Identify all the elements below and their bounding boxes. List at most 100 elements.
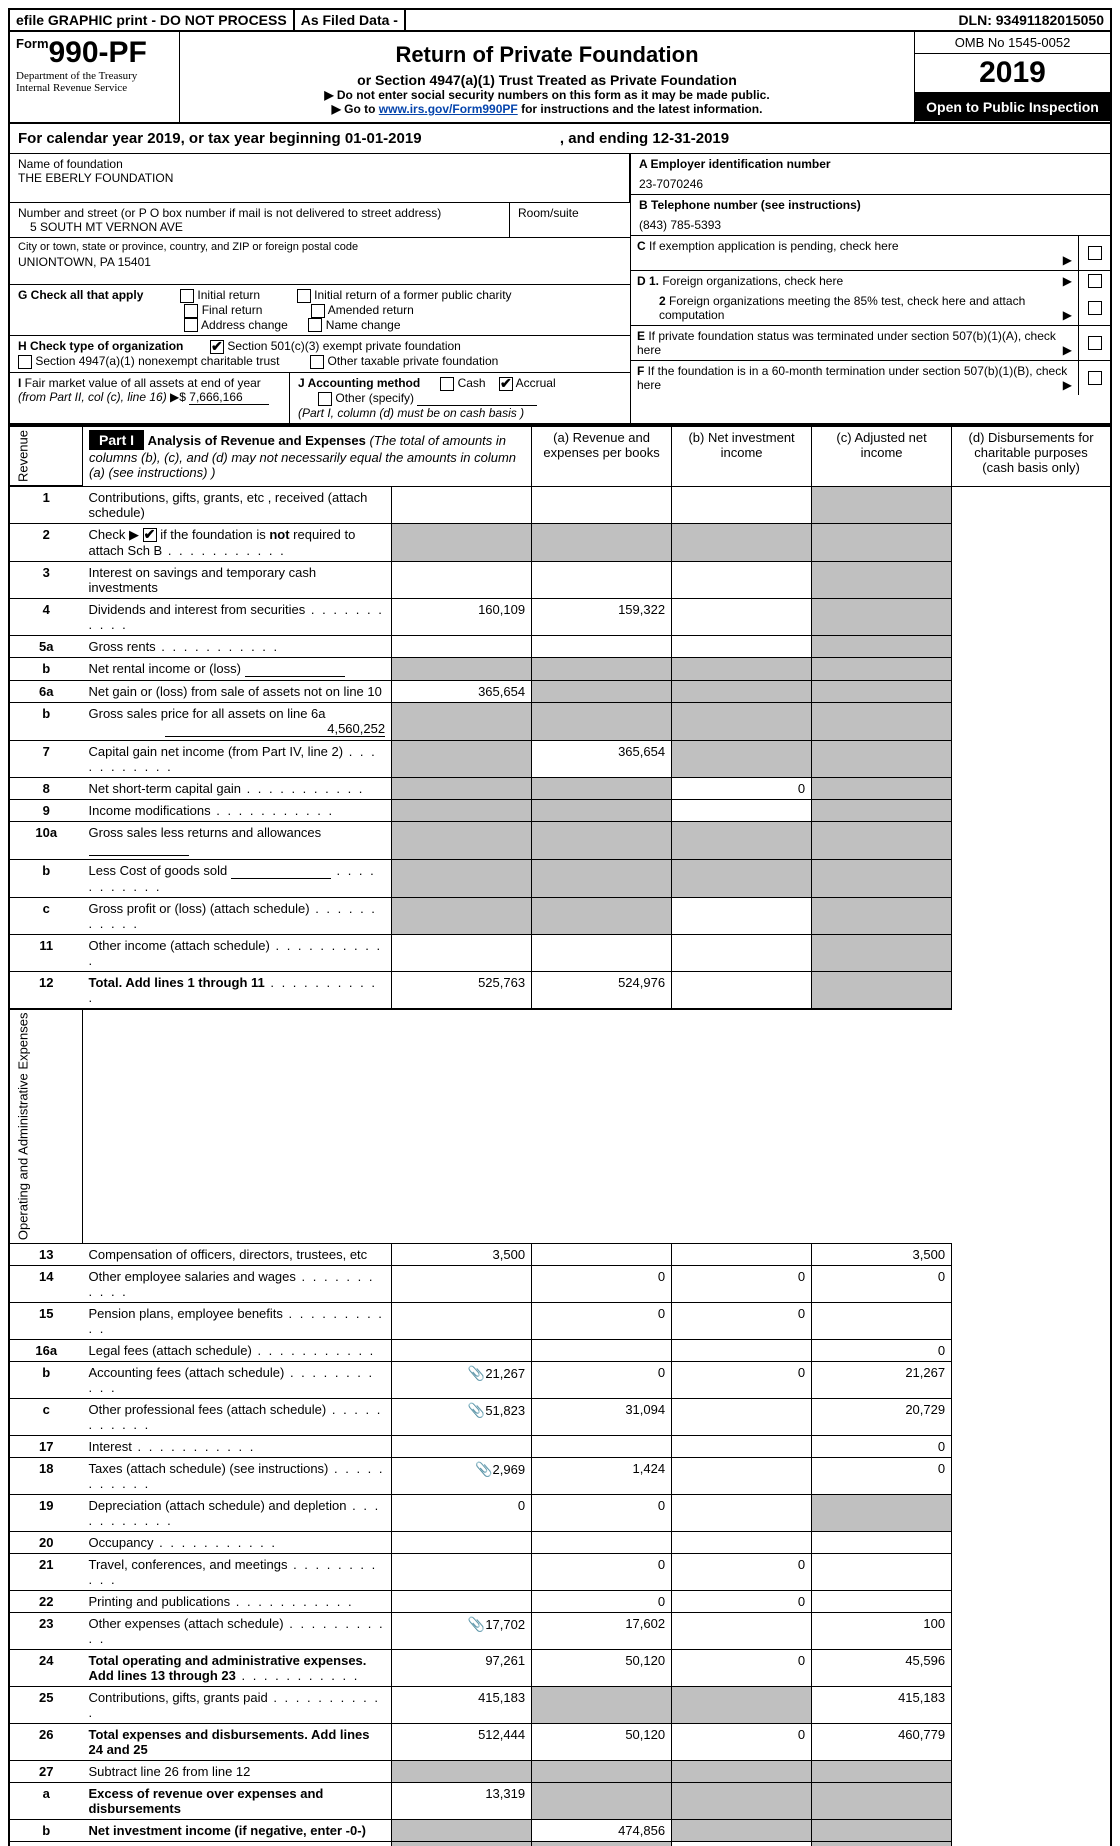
line-desc: Travel, conferences, and meetings [83,1554,392,1591]
dln-number: DLN: 93491182015050 [952,10,1110,30]
amount-cell: 365,654 [532,740,672,777]
line-num: b [9,859,83,897]
address-label: Number and street (or P O box number if … [18,206,501,220]
amount-cell: 0 [812,1266,952,1303]
amount-cell [392,799,532,821]
city-label: City or town, state or province, country… [18,241,622,253]
amount-cell [532,934,672,971]
line-num: a [9,1783,83,1820]
section-i: I Fair market value of all assets at end… [10,373,290,423]
amount-cell: 525,763 [392,971,532,1009]
foreign-org-checkbox[interactable] [1088,274,1102,288]
amount-cell [672,740,812,777]
attachment-icon[interactable]: 📎 [475,1461,493,1478]
section-g: G Check all that apply Initial return In… [10,285,630,336]
amount-cell [392,702,532,740]
tax-year: 2019 [915,54,1110,93]
amount-cell [672,1613,812,1650]
line-num: 13 [9,1244,83,1266]
amount-cell [672,598,812,635]
exemption-pending-checkbox[interactable] [1088,246,1102,260]
form-title: Return of Private Foundation [192,42,902,68]
4947a1-checkbox[interactable] [18,355,32,369]
line-desc: Total. Add lines 1 through 11 [83,971,392,1009]
former-charity-checkbox[interactable] [297,289,311,303]
amount-cell [392,1266,532,1303]
amount-cell [392,657,532,680]
phone-label: B Telephone number (see instructions) [639,198,1102,212]
col-a-header: (a) Revenue and expenses per books [532,426,672,486]
amount-cell: 0 [672,1303,812,1340]
amount-cell: 50,120 [532,1650,672,1687]
amount-cell [672,1820,812,1842]
line-desc: Net investment income (if negative, ente… [83,1820,392,1842]
amount-cell: 365,654 [392,680,532,702]
amount-cell: 50,120 [532,1724,672,1761]
amount-cell: 0 [672,1842,812,1846]
attachment-icon[interactable]: 📎 [467,1402,485,1419]
amount-cell: 0 [672,1266,812,1303]
line-desc: Income modifications [83,799,392,821]
amount-cell [392,1820,532,1842]
amended-return-checkbox[interactable] [311,304,325,318]
irs-link[interactable]: www.irs.gov/Form990PF [379,102,518,116]
line-num: 2 [9,523,83,561]
amount-cell [392,486,532,523]
amount-cell [672,1244,812,1266]
efile-notice: efile GRAPHIC print - DO NOT PROCESS [10,10,295,30]
amount-cell: 0 [392,1495,532,1532]
amount-cell: 📎17,702 [392,1613,532,1650]
line-num: 11 [9,934,83,971]
amount-cell [812,523,952,561]
amount-cell [532,1532,672,1554]
terminated-checkbox[interactable] [1088,336,1102,350]
amount-cell [812,821,952,859]
address-change-checkbox[interactable] [184,318,198,332]
amount-cell [532,821,672,859]
amount-cell [532,635,672,657]
amount-cell [672,859,812,897]
60month-checkbox[interactable] [1088,371,1102,385]
501c3-checkbox[interactable] [210,340,224,354]
line-desc: Other employee salaries and wages [83,1266,392,1303]
other-method-checkbox[interactable] [318,392,332,406]
amount-cell [392,859,532,897]
open-inspection: Open to Public Inspection [915,93,1110,121]
accrual-checkbox[interactable] [499,377,513,391]
final-return-checkbox[interactable] [184,304,198,318]
amount-cell: 31,094 [532,1399,672,1436]
line-num: 12 [9,971,83,1009]
line-num: 1 [9,486,83,523]
initial-return-checkbox[interactable] [180,289,194,303]
amount-cell [812,1495,952,1532]
amount-cell: 3,500 [812,1244,952,1266]
revenue-side-label: Revenue [9,426,83,486]
attachment-icon[interactable]: 📎 [467,1616,485,1633]
part1-header: Part I [89,430,144,450]
line-num: b [9,1820,83,1842]
amount-cell [672,1436,812,1458]
amount-cell: 21,267 [812,1362,952,1399]
other-taxable-checkbox[interactable] [310,355,324,369]
attachment-icon[interactable]: 📎 [467,1365,485,1382]
amount-cell [672,523,812,561]
amount-cell [392,1554,532,1591]
line-desc: Compensation of officers, directors, tru… [83,1244,392,1266]
info-grid: Name of foundation THE EBERLY FOUNDATION… [8,154,1112,425]
line-desc: Printing and publications [83,1591,392,1613]
line-num: 4 [9,598,83,635]
line-desc: Other professional fees (attach schedule… [83,1399,392,1436]
line-desc: Subtract line 26 from line 12 [83,1761,392,1783]
85pct-checkbox[interactable] [1088,301,1102,315]
line-desc: Capital gain net income (from Part IV, l… [83,740,392,777]
cash-checkbox[interactable] [440,377,454,391]
line-num: 22 [9,1591,83,1613]
line-num: b [9,657,83,680]
asfiled-label: As Filed Data - [295,10,406,30]
amount-cell [532,1761,672,1783]
amount-cell [672,1532,812,1554]
amount-cell [812,934,952,971]
line-desc: Contributions, gifts, grants paid [83,1687,392,1724]
amount-cell: 0 [672,1724,812,1761]
name-change-checkbox[interactable] [308,318,322,332]
